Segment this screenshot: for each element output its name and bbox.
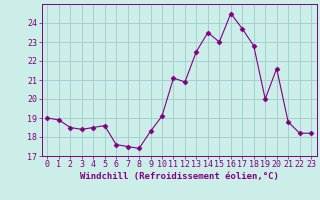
X-axis label: Windchill (Refroidissement éolien,°C): Windchill (Refroidissement éolien,°C) bbox=[80, 172, 279, 181]
